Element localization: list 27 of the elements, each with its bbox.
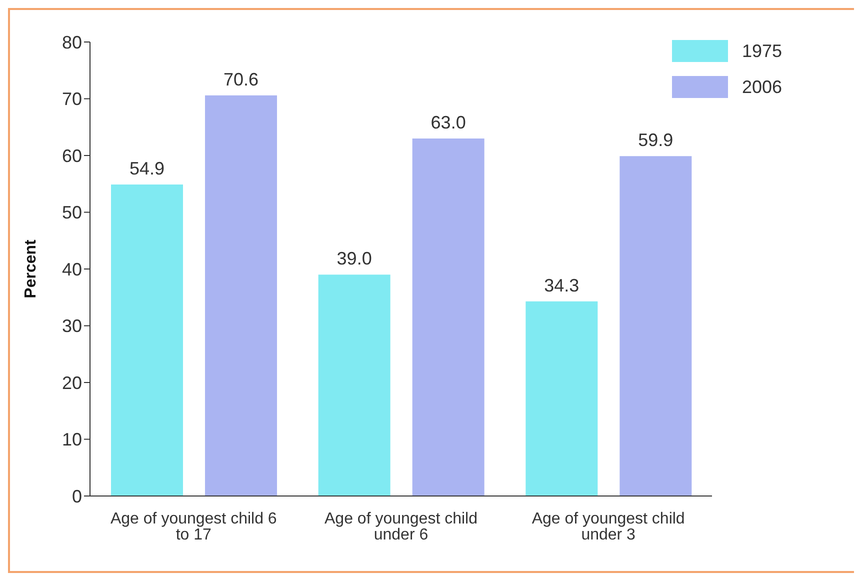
data-label: 34.3 bbox=[544, 275, 580, 296]
y-tick-label: 60 bbox=[62, 146, 82, 166]
y-axis-title: Percent bbox=[22, 238, 40, 298]
bar bbox=[526, 301, 598, 496]
y-tick-label: 30 bbox=[62, 316, 82, 336]
y-tick-label: 20 bbox=[62, 372, 82, 393]
x-tick-label: Age of youngest child 6 to 17 bbox=[110, 510, 277, 544]
y-tick-label: 0 bbox=[72, 486, 82, 506]
legend-label: 1975 bbox=[742, 40, 782, 62]
bar bbox=[205, 95, 277, 496]
data-label: 63.0 bbox=[430, 112, 466, 132]
data-label: 54.9 bbox=[129, 158, 165, 178]
x-tick-label: Age of youngest child under 3 bbox=[532, 510, 685, 544]
bar bbox=[620, 156, 692, 496]
bar bbox=[111, 184, 183, 496]
bar bbox=[412, 138, 484, 496]
legend-label: 2006 bbox=[742, 76, 782, 98]
data-label: 39.0 bbox=[336, 248, 372, 269]
y-tick-label: 10 bbox=[62, 430, 82, 450]
y-tick-label: 70 bbox=[62, 89, 82, 110]
data-label: 70.6 bbox=[223, 69, 259, 90]
bar bbox=[318, 274, 390, 496]
y-tick-label: 40 bbox=[62, 259, 82, 280]
y-tick-label: 50 bbox=[62, 202, 82, 223]
x-tick-label: Age of youngest child under 6 bbox=[324, 510, 478, 544]
y-tick-label: 80 bbox=[62, 32, 82, 52]
data-label: 59.9 bbox=[638, 130, 674, 150]
